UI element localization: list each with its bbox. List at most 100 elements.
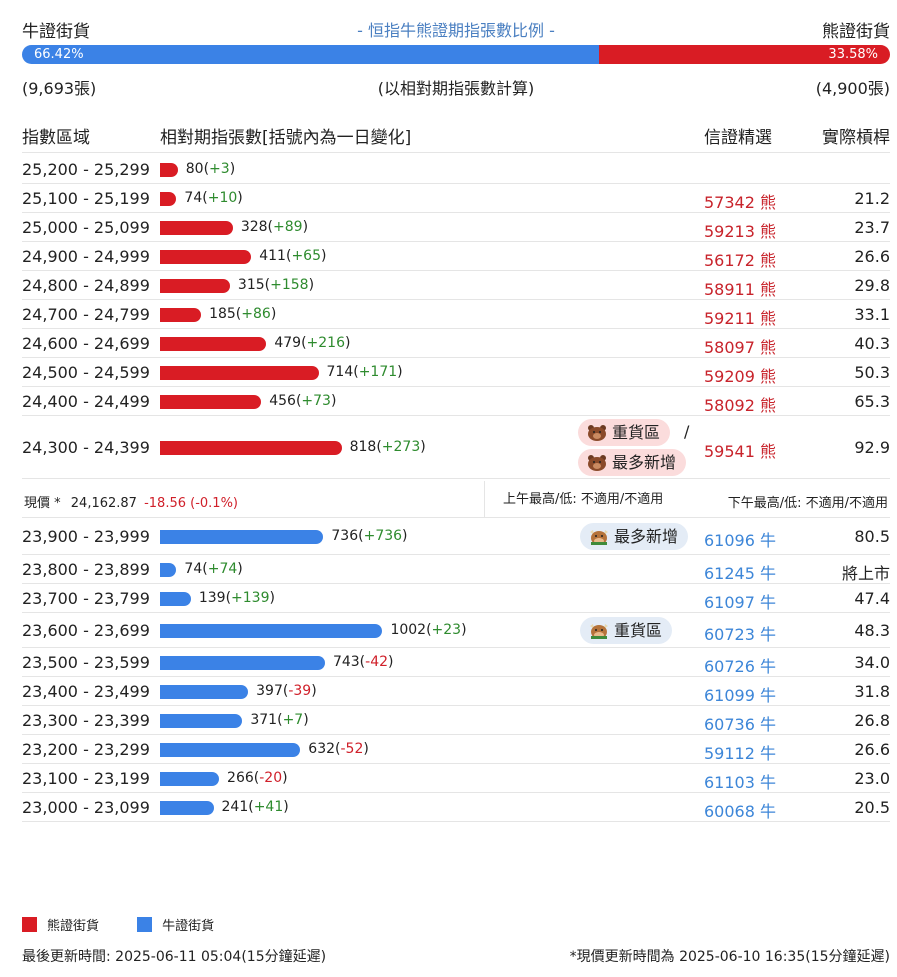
row-product-code[interactable]: 59209 熊 bbox=[704, 366, 776, 386]
row-bar bbox=[160, 800, 214, 815]
count-value: 139 bbox=[198, 589, 226, 606]
row-count: 1002(+23) bbox=[390, 621, 467, 638]
count-value: 479 bbox=[274, 334, 302, 351]
count-change: +7 bbox=[282, 711, 304, 728]
row-product-code[interactable]: 59541 熊 bbox=[704, 441, 776, 461]
count-change: +23 bbox=[431, 621, 462, 638]
bull-icon bbox=[590, 530, 608, 545]
row-count: 632(-52) bbox=[308, 740, 369, 757]
row-bar bbox=[160, 336, 267, 351]
count-change: +10 bbox=[207, 189, 238, 206]
bull-bear-ratio-bar: 66.42% 33.58% bbox=[22, 45, 890, 64]
row-leverage: 34.0 bbox=[854, 652, 890, 672]
row-leverage: 20.5 bbox=[854, 797, 890, 817]
count-change: +86 bbox=[241, 305, 271, 322]
count-change: +158 bbox=[270, 276, 309, 293]
count-change: +3 bbox=[209, 160, 230, 177]
row-range: 24,400 - 24,499 bbox=[22, 391, 150, 411]
row-bar bbox=[160, 440, 342, 455]
row-count: 479(+216) bbox=[274, 334, 351, 351]
table-row: 25,100 - 25,199 74(+10) 57342 熊 21.2 bbox=[22, 184, 890, 213]
count-change: +273 bbox=[381, 438, 421, 455]
table-row: 24,800 - 24,899 315(+158) 58911 熊 29.8 bbox=[22, 271, 890, 300]
table-row: 23,000 - 23,099 241(+41) 60068 牛 20.5 bbox=[22, 793, 890, 822]
row-range: 23,100 - 23,199 bbox=[22, 768, 150, 788]
col-range-header: 指數區域 bbox=[22, 128, 90, 148]
row-product-code[interactable]: 61096 牛 bbox=[704, 531, 776, 550]
count-value: 411 bbox=[259, 247, 286, 264]
count-value: 1002 bbox=[390, 621, 427, 638]
row-count: 371(+7) bbox=[250, 711, 309, 728]
count-change: -42 bbox=[365, 653, 389, 670]
row-range: 24,900 - 24,999 bbox=[22, 246, 150, 266]
count-change: -52 bbox=[340, 740, 364, 757]
bull-tag-most_new: 最多新增 bbox=[580, 523, 689, 550]
tag-separator: / bbox=[684, 422, 690, 441]
count-value: 74 bbox=[184, 189, 203, 206]
tag-label: 重貨區 bbox=[614, 621, 663, 640]
count-change: -39 bbox=[288, 682, 312, 699]
count-change: +216 bbox=[306, 334, 345, 351]
bull-icon bbox=[590, 624, 608, 639]
row-leverage: 80.5 bbox=[854, 527, 890, 546]
row-product-code[interactable]: 59211 熊 bbox=[704, 308, 776, 328]
morning-high-low: 上午最高/低: 不適用/不適用 bbox=[484, 481, 663, 517]
table-row: 23,800 - 23,899 74(+74) 61245 牛 將上市 bbox=[22, 555, 890, 584]
row-range: 23,000 - 23,099 bbox=[22, 797, 150, 817]
row-bar bbox=[160, 623, 383, 638]
row-product-code[interactable]: 58911 熊 bbox=[704, 279, 776, 299]
table-row: 25,200 - 25,299 80(+3) bbox=[22, 155, 890, 184]
row-product-code[interactable]: 61097 牛 bbox=[704, 592, 776, 612]
price-updated-note: *現價更新時間為 2025-06-10 16:35(15分鐘延遲) bbox=[569, 949, 890, 965]
table-row: 24,900 - 24,999 411(+65) 56172 熊 26.6 bbox=[22, 242, 890, 271]
row-product-code[interactable]: 59112 牛 bbox=[704, 743, 776, 763]
table-row: 24,600 - 24,699 479(+216) 58097 熊 40.3 bbox=[22, 329, 890, 358]
row-product-code[interactable]: 57342 熊 bbox=[704, 192, 776, 212]
row-product-code[interactable]: 58097 熊 bbox=[704, 337, 776, 357]
row-product-code[interactable]: 60723 牛 bbox=[704, 624, 776, 644]
row-bar bbox=[160, 394, 262, 409]
bear-icon bbox=[588, 425, 606, 441]
count-value: 736 bbox=[331, 528, 359, 544]
row-bar bbox=[160, 220, 233, 235]
row-range: 23,200 - 23,299 bbox=[22, 739, 150, 759]
count-change: +41 bbox=[253, 798, 284, 815]
row-bar bbox=[160, 191, 177, 206]
count-change: +65 bbox=[291, 247, 321, 264]
col-leverage-header: 實際槓桿 bbox=[822, 128, 890, 148]
legend-bear-swatch bbox=[22, 917, 37, 932]
count-change: +89 bbox=[273, 218, 303, 235]
count-value: 743 bbox=[332, 653, 360, 670]
row-product-code[interactable]: 59213 熊 bbox=[704, 221, 776, 241]
count-value: 632 bbox=[308, 740, 336, 757]
row-count: 818(+273) bbox=[349, 438, 426, 455]
row-bar bbox=[160, 162, 178, 177]
row-bar bbox=[160, 249, 252, 264]
count-value: 315 bbox=[237, 276, 265, 293]
count-value: 80 bbox=[185, 160, 204, 177]
row-range: 23,300 - 23,399 bbox=[22, 710, 150, 730]
row-product-code[interactable]: 61099 牛 bbox=[704, 685, 776, 705]
row-product-code[interactable]: 60726 牛 bbox=[704, 656, 776, 676]
last-updated: 最後更新時間: 2025-06-11 05:04(15分鐘延遲) bbox=[22, 949, 327, 965]
row-product-code[interactable]: 60736 牛 bbox=[704, 714, 776, 734]
row-product-code[interactable]: 60068 牛 bbox=[704, 801, 776, 821]
row-range: 23,500 - 23,599 bbox=[22, 652, 150, 672]
row-product-code[interactable]: 58092 熊 bbox=[704, 395, 776, 415]
row-count: 736(+736) bbox=[331, 528, 408, 544]
count-change: +736 bbox=[363, 528, 403, 544]
legend-bull-label: 牛證街貨 bbox=[162, 919, 215, 934]
row-leverage: 29.8 bbox=[854, 275, 890, 295]
row-product-code[interactable]: 56172 熊 bbox=[704, 250, 776, 270]
table-row: 25,000 - 25,099 328(+89) 59213 熊 23.7 bbox=[22, 213, 890, 242]
row-product-code[interactable]: 61103 牛 bbox=[704, 772, 776, 792]
row-count: 328(+89) bbox=[240, 218, 309, 235]
row-range: 24,700 - 24,799 bbox=[22, 304, 150, 324]
tag-label: 最多新增 bbox=[614, 527, 679, 546]
price-change: -18.56 (-0.1%) bbox=[144, 496, 238, 511]
row-product-code[interactable]: 61245 牛 bbox=[704, 563, 776, 583]
count-value: 371 bbox=[250, 711, 278, 728]
price-value: 24,162.87 bbox=[70, 496, 137, 511]
row-bar bbox=[160, 591, 191, 606]
row-bar bbox=[160, 655, 325, 670]
